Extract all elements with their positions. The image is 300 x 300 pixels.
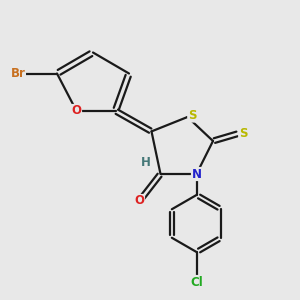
Text: S: S [188, 109, 196, 122]
Text: O: O [71, 104, 82, 118]
Text: Br: Br [11, 67, 26, 80]
Text: N: N [191, 167, 202, 181]
Text: Cl: Cl [190, 275, 203, 289]
Text: H: H [141, 155, 150, 169]
Text: S: S [239, 127, 247, 140]
Text: O: O [134, 194, 145, 208]
